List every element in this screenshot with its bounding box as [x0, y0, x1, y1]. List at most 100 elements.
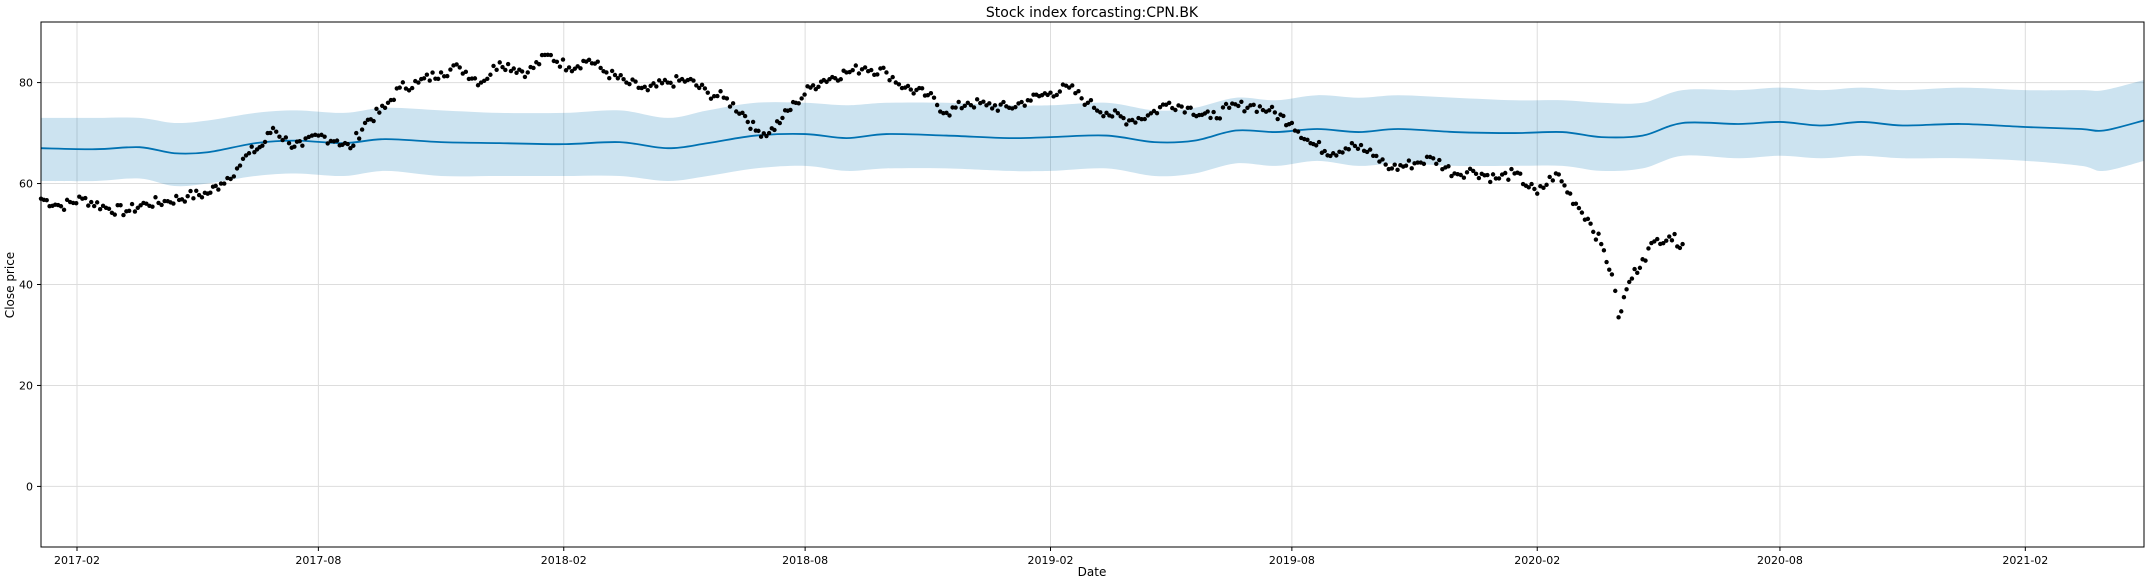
actual-point	[1655, 236, 1660, 242]
actual-point	[94, 200, 100, 205]
actual-point	[1669, 238, 1675, 243]
actual-point	[1677, 245, 1683, 251]
actual-point	[475, 83, 481, 88]
actual-point	[406, 88, 412, 93]
grid-layer	[41, 22, 2144, 547]
actual-point	[595, 59, 600, 64]
actual-point	[213, 183, 218, 189]
actual-point	[129, 201, 135, 207]
actual-point	[354, 130, 359, 136]
actual-point	[1179, 104, 1184, 109]
actual-point	[919, 86, 925, 91]
actual-point	[1509, 166, 1514, 172]
actual-point	[91, 203, 97, 209]
actual-point	[283, 135, 289, 140]
actual-point	[869, 67, 874, 73]
actual-point	[1133, 120, 1138, 125]
actual-point	[1001, 99, 1006, 105]
actual-point	[150, 204, 155, 209]
actual-point	[648, 83, 653, 89]
actual-point	[334, 138, 340, 143]
x-tick-label: 2017-02	[54, 554, 100, 567]
actual-point	[1421, 161, 1427, 167]
actual-point	[277, 134, 282, 139]
actual-point	[503, 67, 508, 73]
actual-point	[351, 143, 356, 148]
actual-point	[1446, 164, 1451, 169]
actual-point	[705, 90, 710, 95]
actual-point	[711, 93, 717, 99]
actual-point	[734, 109, 739, 114]
actual-point	[881, 65, 886, 71]
actual-point	[989, 106, 995, 111]
actual-point	[1547, 174, 1552, 180]
actual-point	[132, 209, 138, 214]
actual-point	[397, 85, 402, 90]
actual-point	[615, 76, 621, 81]
actual-point	[1223, 101, 1229, 107]
actual-point	[1579, 210, 1585, 215]
actual-point	[457, 65, 462, 70]
actual-point	[931, 95, 937, 100]
actual-point	[1367, 147, 1373, 152]
x-tick-label: 2021-02	[2002, 554, 2048, 567]
actual-point	[1490, 172, 1496, 177]
actual-point	[249, 144, 254, 149]
actual-point	[1048, 90, 1053, 95]
actual-point	[382, 105, 388, 111]
actual-point	[1166, 100, 1172, 105]
actual-point	[604, 70, 609, 75]
actual-point	[430, 70, 435, 75]
x-tick-label: 2017-08	[295, 554, 341, 567]
line-layer	[40, 119, 2145, 155]
actual-point	[488, 72, 493, 77]
actual-point	[58, 204, 64, 209]
actual-point	[1013, 104, 1018, 110]
actual-point	[194, 188, 199, 194]
actual-point	[436, 76, 441, 82]
actual-point	[756, 128, 761, 134]
actual-point	[1607, 267, 1612, 272]
actual-point	[1305, 137, 1310, 143]
actual-point	[1254, 109, 1259, 115]
actual-point	[1334, 153, 1339, 158]
actual-point	[1076, 88, 1081, 94]
actual-point	[1609, 272, 1615, 277]
actual-point	[454, 62, 459, 67]
actual-point	[1245, 105, 1250, 110]
actual-point	[472, 76, 478, 81]
actual-point	[1635, 270, 1640, 276]
actual-point	[1616, 315, 1621, 320]
actual-point	[525, 70, 530, 75]
actual-point	[1476, 175, 1482, 181]
actual-point	[1461, 175, 1467, 180]
actual-point	[1242, 109, 1247, 114]
actual-point	[838, 77, 843, 82]
y-axis: 0 20 40 60 80	[19, 77, 41, 493]
actual-point	[1331, 151, 1336, 156]
x-tick-label: 2020-02	[1514, 554, 1560, 567]
actual-point	[1139, 116, 1144, 122]
actual-point	[153, 195, 158, 200]
actual-point	[1073, 91, 1078, 96]
actual-point	[1621, 294, 1627, 300]
actual-point	[788, 107, 793, 113]
actual-point	[262, 139, 268, 145]
actual-point	[1091, 105, 1097, 111]
actual-point	[671, 84, 676, 89]
actual-point	[522, 74, 528, 80]
actual-point	[962, 103, 967, 109]
actual-point	[1541, 185, 1546, 191]
x-tick-label: 2018-02	[541, 554, 587, 567]
actual-point	[1627, 279, 1632, 285]
actual-point	[1604, 259, 1609, 265]
actual-point	[1624, 287, 1629, 292]
actual-point	[135, 205, 140, 211]
actual-point	[730, 101, 736, 106]
actual-point	[1395, 167, 1400, 173]
actual-point	[1082, 102, 1087, 108]
actual-point	[1217, 116, 1223, 121]
actual-point	[772, 127, 777, 133]
actual-point	[1562, 183, 1567, 188]
actual-point	[1415, 160, 1420, 165]
